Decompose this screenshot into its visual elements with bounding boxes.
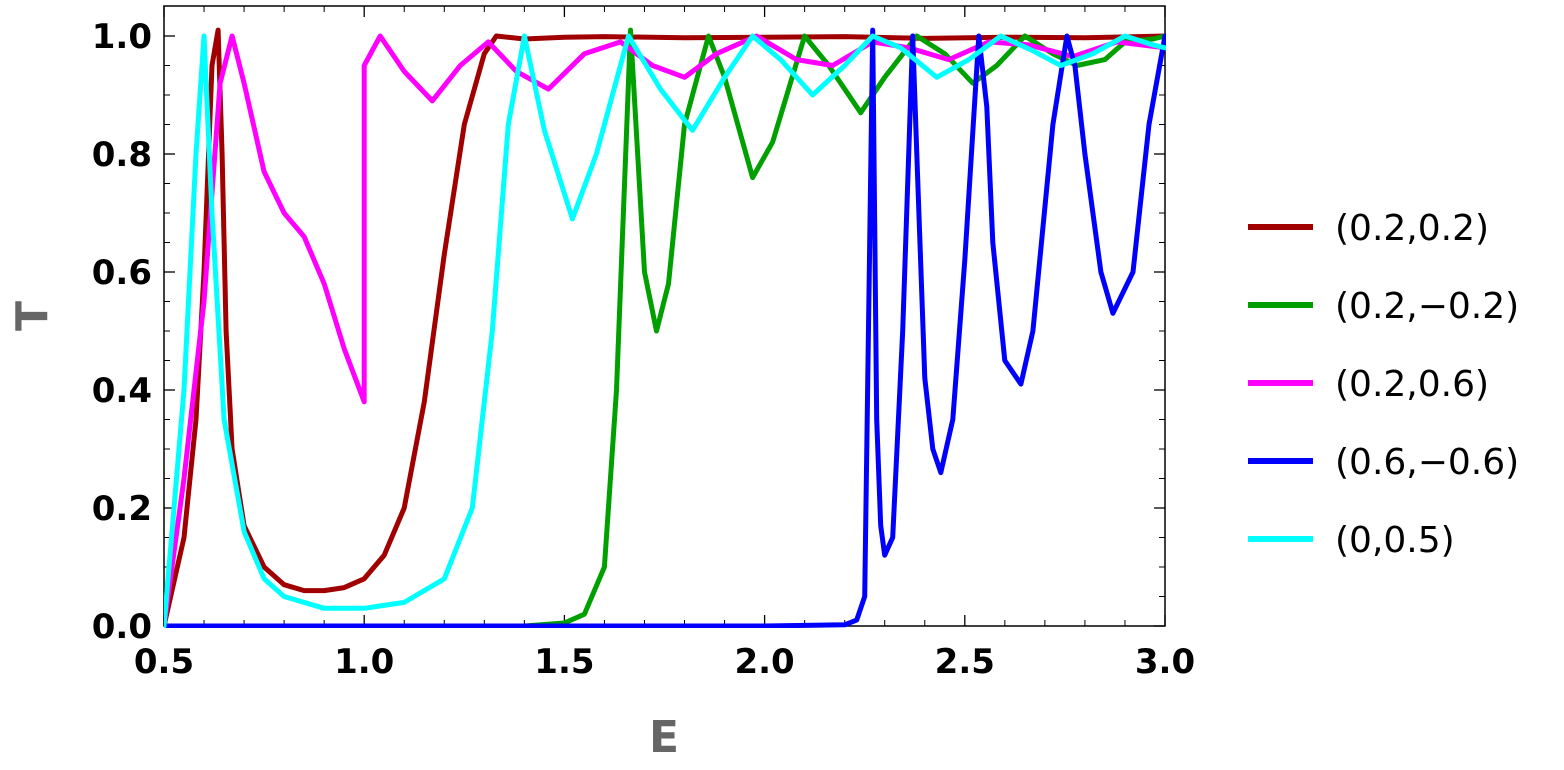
legend-label: (0,0.5) [1335,520,1455,561]
tick-labels: 0.5 1.0 1.5 2.0 2.5 3.0 0.0 0.2 0.4 0.6 0.8 1.0 [92,17,1195,682]
legend-item: (0.6,−0.6) [1248,442,1519,483]
x-tick-label: 2.5 [935,642,995,682]
y-axis-title: T [7,301,58,331]
plot-area: 0.5 1.0 1.5 2.0 2.5 3.0 0.0 0.2 0.4 0.6 0.8 1.0 [92,5,1195,682]
x-tick-label: 1.5 [534,642,594,682]
legend: (0.2,0.2) (0.2,−0.2) (0.2,0.6) (0.6,−0.6) (0… [1248,208,1519,561]
x-tick-label: 1.0 [334,642,394,682]
series-line-3 [164,33,1166,628]
legend-item: (0.2,−0.2) [1248,286,1519,327]
legend-item: (0.2,0.6) [1248,364,1489,405]
legend-label: (0.2,0.6) [1335,364,1489,405]
series-layer [164,27,1166,628]
y-tick-label: 1.0 [92,17,152,57]
series-line-5 [164,33,1166,628]
x-tick-label: 2.0 [734,642,794,682]
minor-ticks [164,6,1165,626]
series-line-1 [164,27,1166,628]
y-tick-label: 0.8 [92,135,152,175]
x-tick-label: 3.0 [1135,642,1195,682]
series-line-2 [164,27,1166,628]
x-tick-label: 0.5 [134,642,194,682]
major-ticks [163,6,1166,627]
plot-frame [163,5,1166,627]
legend-item: (0,0.5) [1248,520,1455,561]
y-tick-label: 0.0 [92,607,152,647]
legend-label: (0.2,−0.2) [1335,286,1519,327]
series-line-4 [164,27,1166,628]
y-tick-label: 0.4 [92,371,152,411]
y-tick-label: 0.2 [92,489,152,529]
legend-item: (0.2,0.2) [1248,208,1489,249]
legend-label: (0.6,−0.6) [1335,442,1519,483]
x-axis-title: E [649,712,679,763]
y-tick-label: 0.6 [92,253,152,293]
legend-label: (0.2,0.2) [1335,208,1489,249]
